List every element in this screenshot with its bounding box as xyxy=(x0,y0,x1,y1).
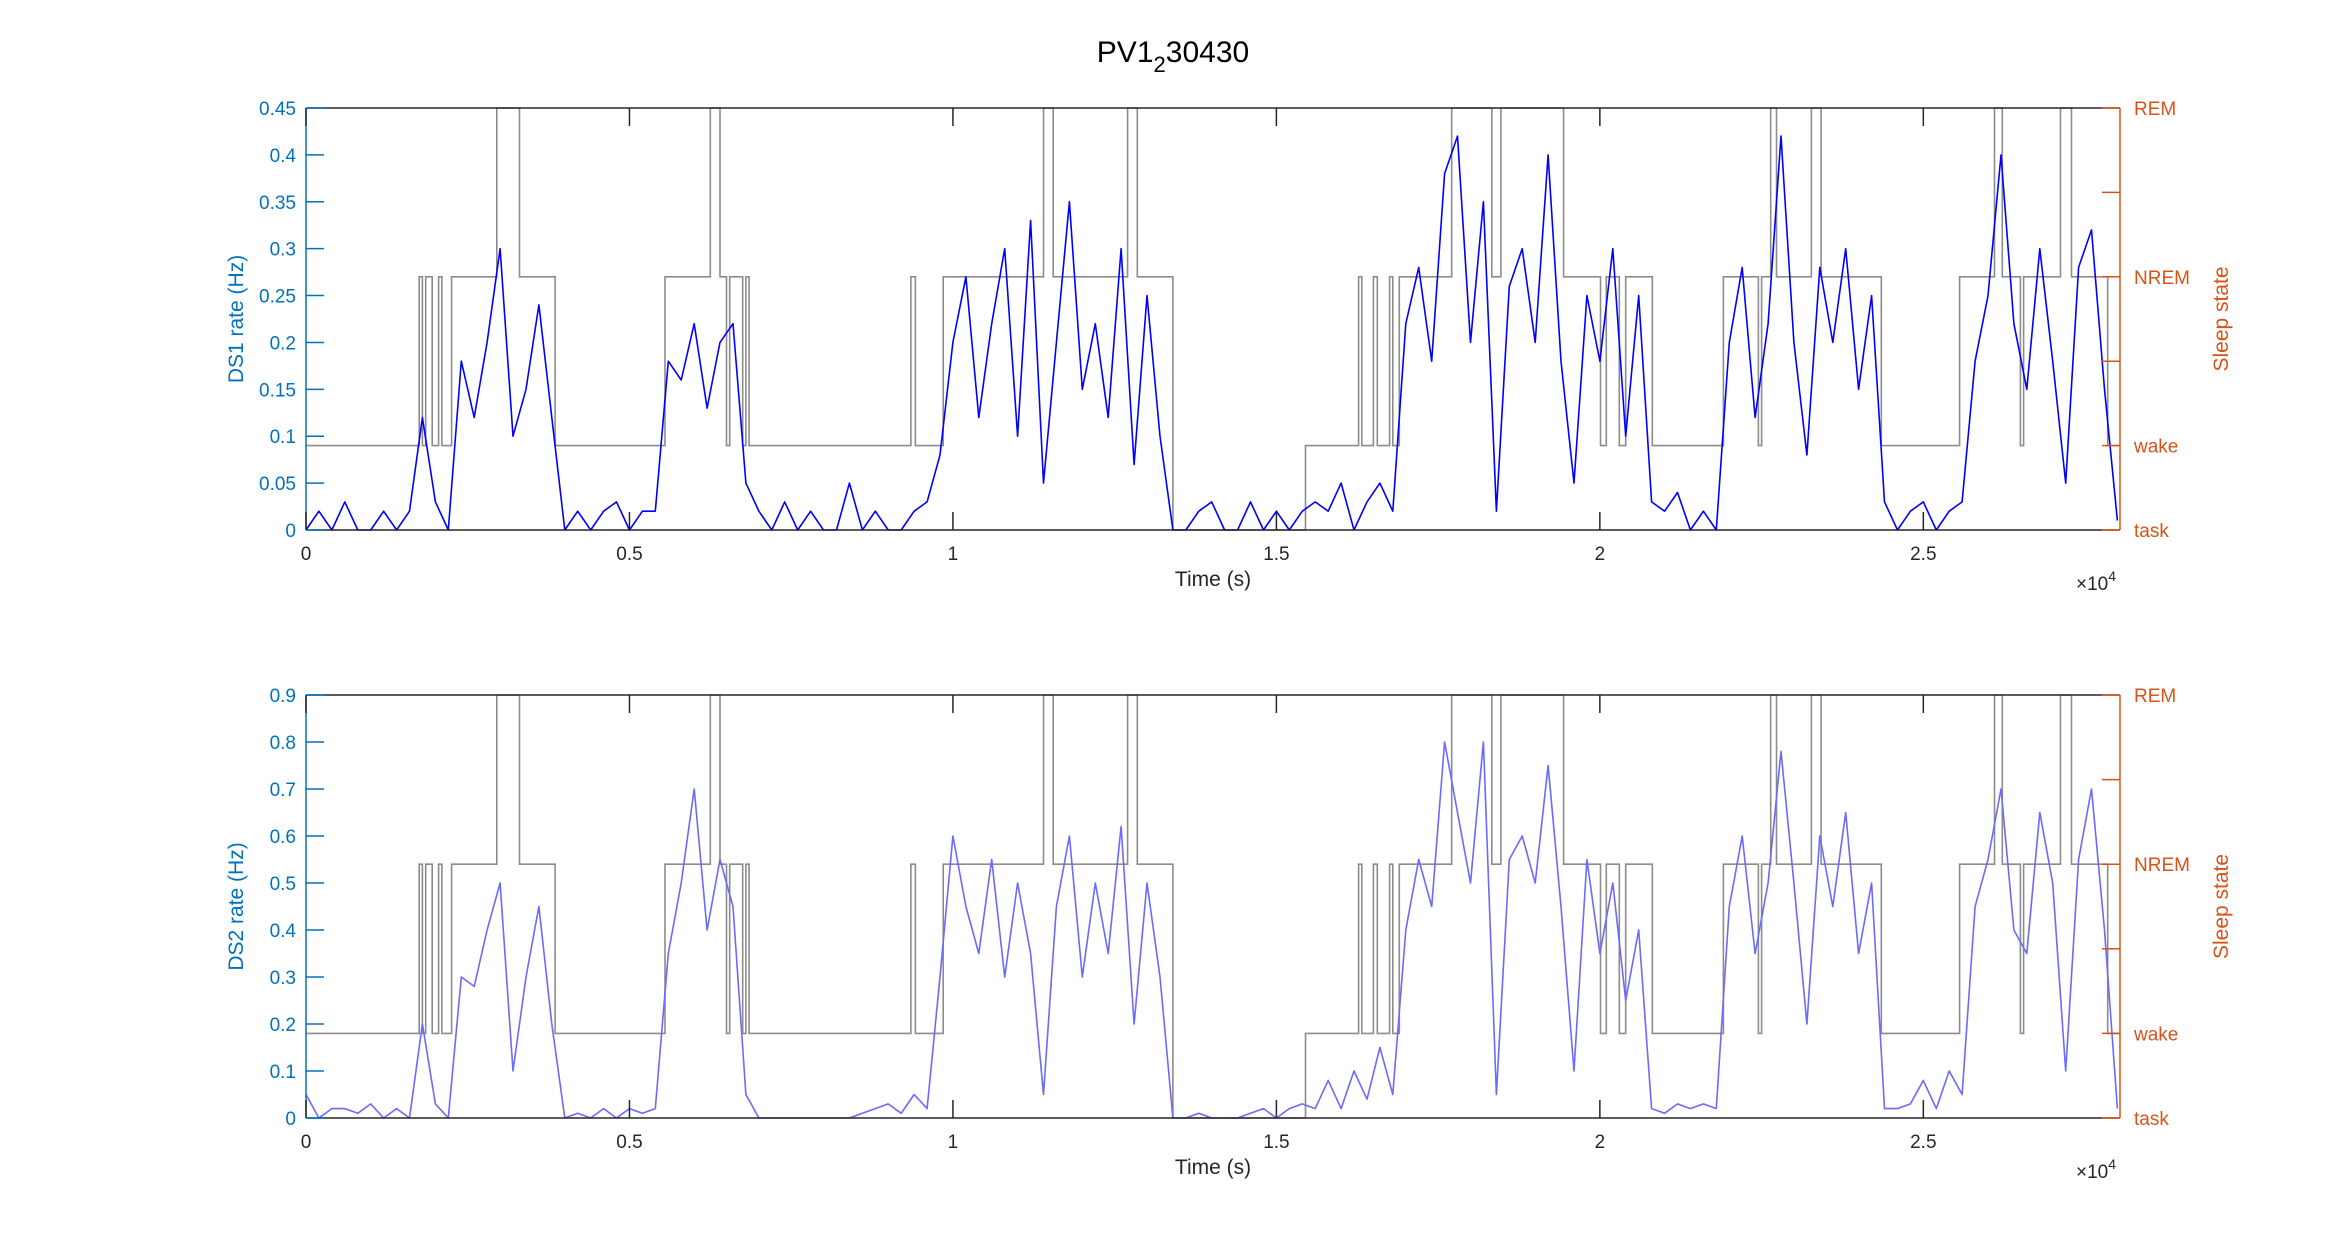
ds1-panel: 0 0.5 1 1.5 2 2.5 Time (s) ×104 0 0.05 0.1 0.15 0.2 0… xyxy=(225,99,2233,595)
ds2-rate-line xyxy=(305,741,2119,1119)
y-tick-label: 0.45 xyxy=(259,99,296,120)
y-tick-label: 0.2 xyxy=(270,1015,296,1036)
right-y-axis-label: Sleep state xyxy=(2210,266,2233,371)
x-multiplier-base: ×10 xyxy=(2076,1162,2108,1183)
y-tick-label: 0.15 xyxy=(259,380,296,401)
right-y-tick-label: REM xyxy=(2134,686,2176,707)
right-y-tick-label: wake xyxy=(2133,437,2178,458)
right-y-tick-label: NREM xyxy=(2134,268,2190,289)
hypnogram-line xyxy=(306,694,2120,1119)
chart-title: PV1230430 xyxy=(1097,36,1249,77)
x-tick-label: 0 xyxy=(301,1132,312,1153)
x-tick-label: 0.5 xyxy=(616,1132,642,1153)
title-text: PV1 xyxy=(1097,36,1154,69)
x-tick-label: 1 xyxy=(948,1132,959,1153)
y-tick-label: 0.7 xyxy=(270,780,296,801)
y-tick-label: 0.9 xyxy=(270,686,296,707)
hypnogram-line xyxy=(306,107,2120,531)
y-tick-label: 0.1 xyxy=(270,427,296,448)
x-axis-label: Time (s) xyxy=(1175,1156,1251,1179)
x-axis-multiplier: ×104 xyxy=(2076,1156,2116,1183)
right-y-tick-label: task xyxy=(2134,521,2169,542)
y-tick-label: 0.4 xyxy=(270,921,297,942)
x-tick-label: 2.5 xyxy=(1910,544,1936,565)
ds2-panel: 0 0.5 1 1.5 2 2.5 Time (s) ×104 0 0.1 0.2 0.3 0.4 0.5… xyxy=(225,686,2233,1183)
right-y-axis-label: Sleep state xyxy=(2210,854,2233,959)
x-tick-label: 1 xyxy=(948,544,959,565)
x-tick-label: 2 xyxy=(1595,544,1606,565)
right-y-tick-label: task xyxy=(2134,1109,2169,1130)
x-tick-label: 2 xyxy=(1595,1132,1606,1153)
x-tick-label: 0 xyxy=(301,544,312,565)
x-tick-label: 0.5 xyxy=(616,544,642,565)
y-axis-label: DS2 rate (Hz) xyxy=(225,842,248,970)
x-tick-label: 1.5 xyxy=(1263,1132,1289,1153)
x-multiplier-base: ×10 xyxy=(2076,574,2108,595)
x-axis-multiplier: ×104 xyxy=(2076,568,2116,595)
ds1-rate-line xyxy=(305,135,2119,531)
y-axis-label: DS1 rate (Hz) xyxy=(225,255,248,383)
y-tick-label: 0.6 xyxy=(270,827,296,848)
x-multiplier-exponent: 4 xyxy=(2108,1156,2116,1172)
y-tick-label: 0.4 xyxy=(270,146,297,167)
right-y-tick-label: NREM xyxy=(2134,855,2190,876)
y-tick-label: 0.05 xyxy=(259,474,296,495)
x-axis-label: Time (s) xyxy=(1175,568,1251,591)
x-tick-label: 2.5 xyxy=(1910,1132,1936,1153)
y-tick-label: 0.1 xyxy=(270,1062,296,1083)
y-tick-label: 0.3 xyxy=(270,968,296,989)
title-text-rest: 30430 xyxy=(1166,36,1249,69)
y-tick-label: 0.35 xyxy=(259,193,296,214)
x-multiplier-exponent: 4 xyxy=(2108,568,2116,584)
y-tick-label: 0.2 xyxy=(270,333,296,354)
y-tick-label: 0 xyxy=(285,1109,296,1130)
x-tick-label: 1.5 xyxy=(1263,544,1289,565)
y-tick-label: 0.8 xyxy=(270,733,296,754)
right-y-tick-label: REM xyxy=(2134,99,2176,120)
right-y-tick-label: wake xyxy=(2133,1024,2178,1045)
y-tick-label: 0.5 xyxy=(270,874,296,895)
y-tick-label: 0.25 xyxy=(259,287,296,308)
title-subscript: 2 xyxy=(1154,52,1166,77)
y-tick-label: 0.3 xyxy=(270,240,296,261)
y-tick-label: 0 xyxy=(285,521,296,542)
